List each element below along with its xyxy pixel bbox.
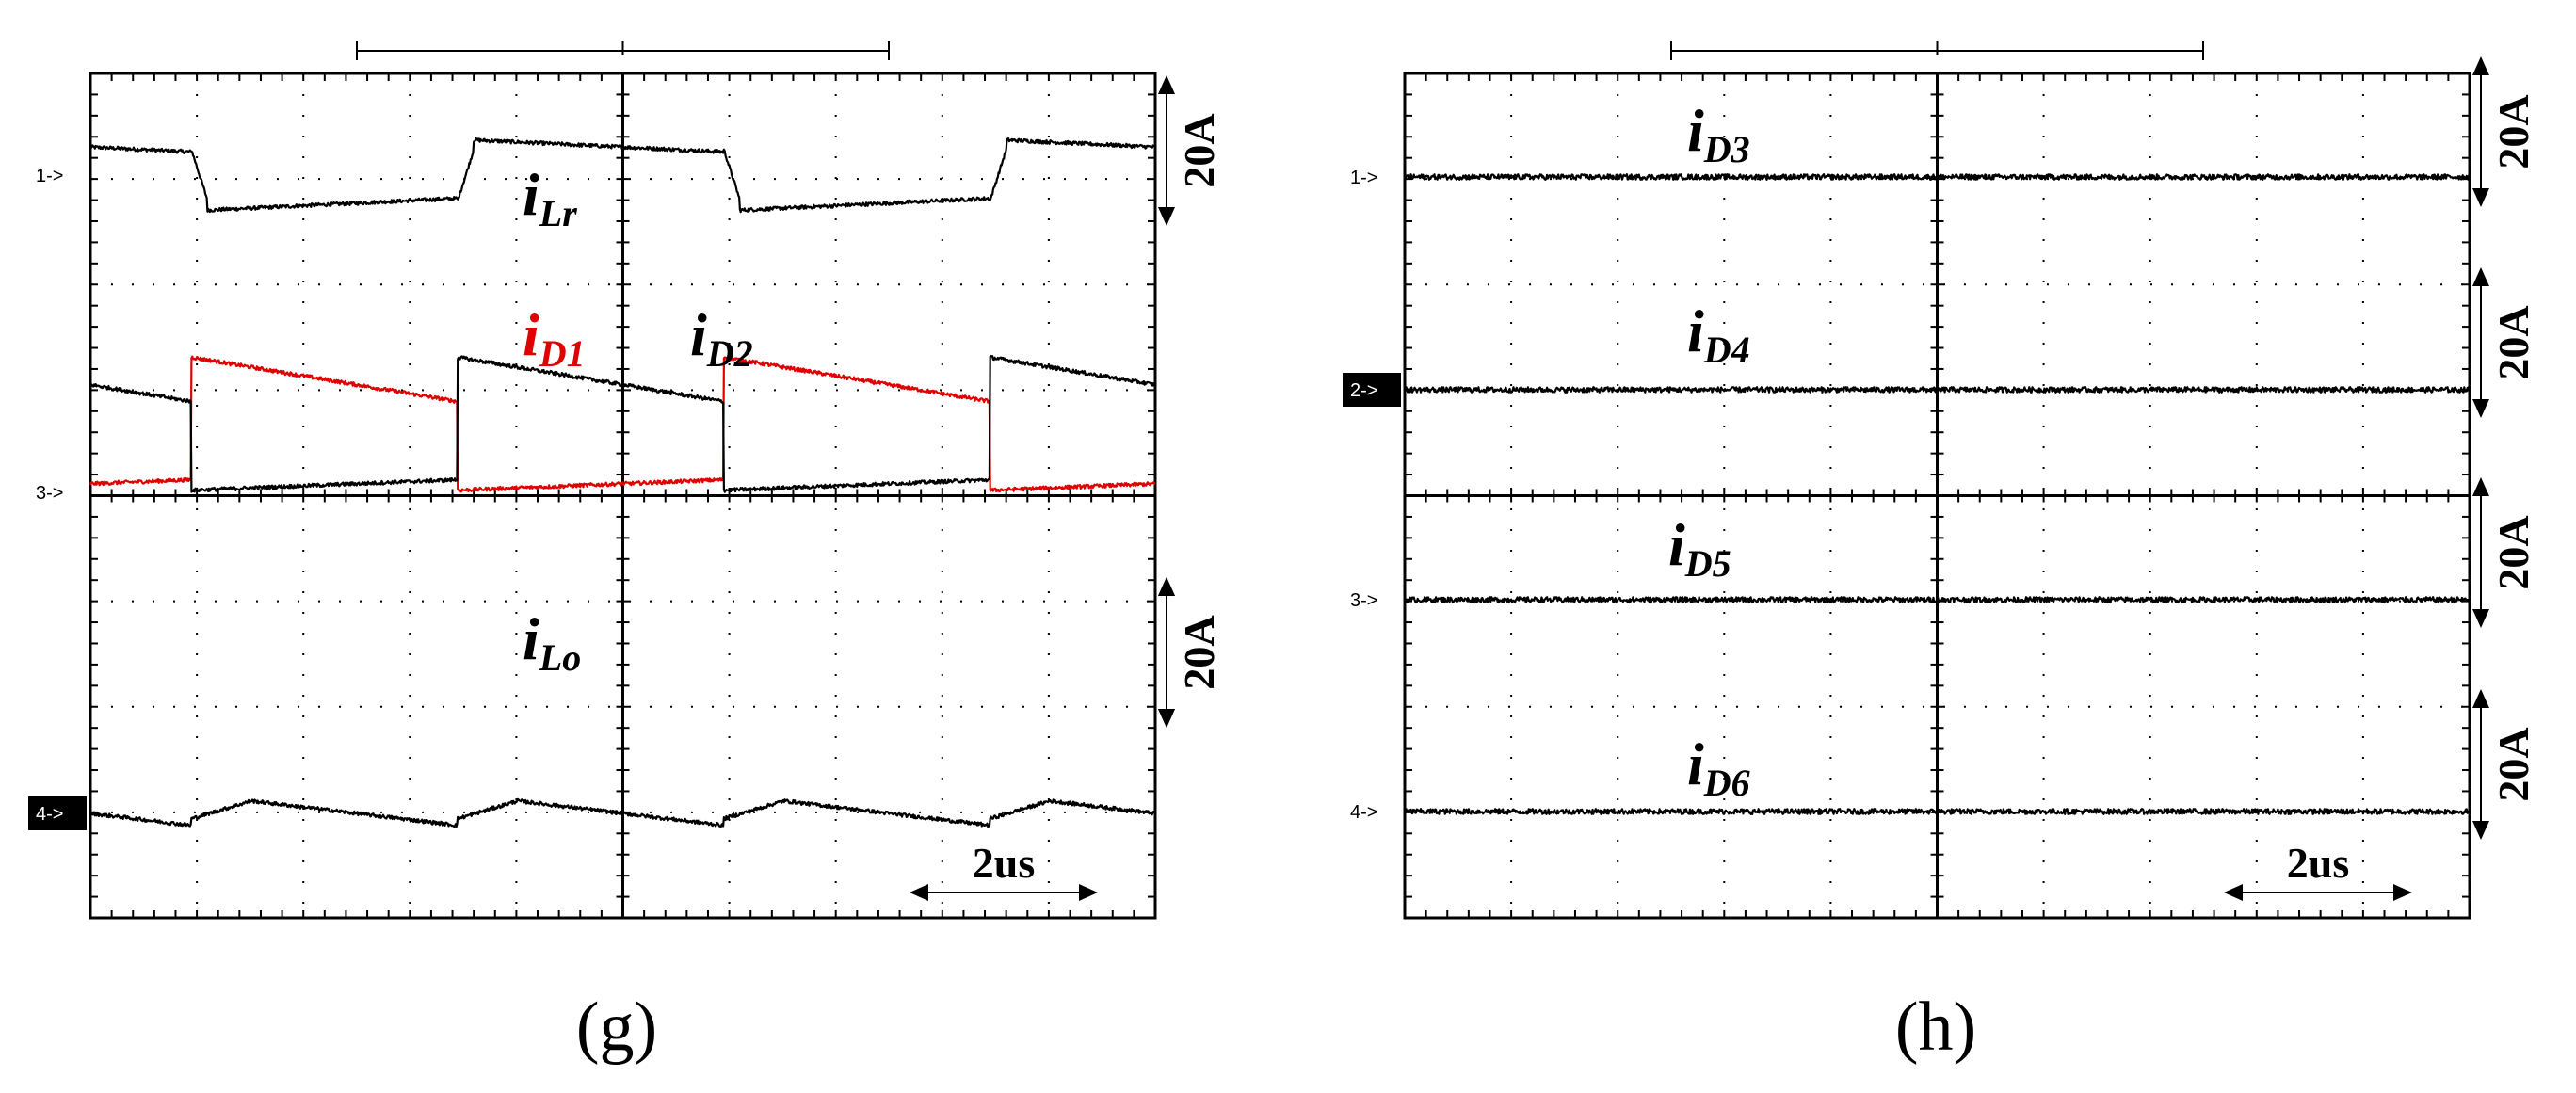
trace-iD5: [1403, 596, 2471, 603]
vertical-scale-label: 20A: [1175, 113, 1223, 187]
trace-label-iLo: iLo: [523, 605, 581, 679]
vertical-scale-label: 20A: [2489, 515, 2537, 589]
scale-arrowhead: [2472, 609, 2489, 628]
channel-marker: 4->: [36, 804, 63, 825]
trace-iD2: [89, 354, 1157, 493]
trace-label-iD4: iD4: [1687, 297, 1750, 371]
channel-marker: 2->: [1350, 380, 1377, 401]
trace-label-iD5: iD5: [1668, 511, 1731, 585]
vertical-scale-label: 20A: [2489, 727, 2537, 801]
scale-arrowhead: [2472, 267, 2489, 286]
scale-arrowhead: [2472, 477, 2489, 496]
scale-arrowhead: [1158, 75, 1175, 94]
trace-iD1: [89, 355, 1156, 493]
time-scale-label: 2us: [2287, 839, 2349, 887]
trace-iD6: [1403, 808, 2471, 815]
trace-iD3: [1404, 173, 2471, 181]
trace-label-iLr: iLr: [523, 161, 577, 234]
scale-arrowhead: [2472, 821, 2489, 840]
scale-arrowhead: [2472, 689, 2489, 708]
trace-label-iD3: iD3: [1687, 97, 1750, 170]
channel-marker: 3->: [36, 483, 63, 504]
scale-arrowhead: [2472, 188, 2489, 207]
trace-iD4: [1403, 386, 2471, 394]
vertical-scale-label: 20A: [1175, 615, 1223, 689]
plot-frame: [89, 72, 1157, 920]
panel-h: 1-> 2-> 3-> 4-> iD3 20A iD4 20A iD5 20A iD6 20A 2us: [1343, 41, 2537, 920]
panel-g-caption: (g): [576, 989, 657, 1066]
channel-marker: 1->: [36, 166, 63, 186]
scale-arrowhead: [2472, 399, 2489, 418]
time-arrowhead: [2393, 884, 2412, 901]
plot-frame: [1403, 72, 2471, 920]
trace-iLo: [89, 797, 1156, 828]
trace-iLr: [89, 137, 1156, 214]
time-scale-label: 2us: [973, 839, 1035, 887]
panel-h-caption: (h): [1895, 989, 1976, 1066]
time-arrowhead: [1079, 884, 1098, 901]
trace-label-iD6: iD6: [1687, 731, 1750, 804]
scale-arrowhead: [2472, 56, 2489, 75]
channel-marker-box: [1343, 373, 1401, 407]
channel-marker-box: [28, 796, 87, 830]
scale-arrowhead: [1158, 577, 1175, 596]
vertical-scale-label: 20A: [1175, 615, 1223, 689]
time-arrowhead: [2224, 884, 2243, 901]
channel-marker: 3->: [1350, 590, 1377, 611]
vertical-scale-label: 20A: [2489, 305, 2537, 379]
trace-label-iD2: iD2: [690, 301, 753, 375]
channel-marker: 4->: [1350, 802, 1377, 823]
channel-marker: 1->: [1350, 168, 1377, 188]
trace-label-iD1: iD1: [523, 301, 586, 375]
scale-arrowhead: [1158, 207, 1175, 226]
scale-arrowhead: [1158, 709, 1175, 728]
vertical-scale-label: 20A: [2489, 94, 2537, 169]
time-arrowhead: [910, 884, 928, 901]
